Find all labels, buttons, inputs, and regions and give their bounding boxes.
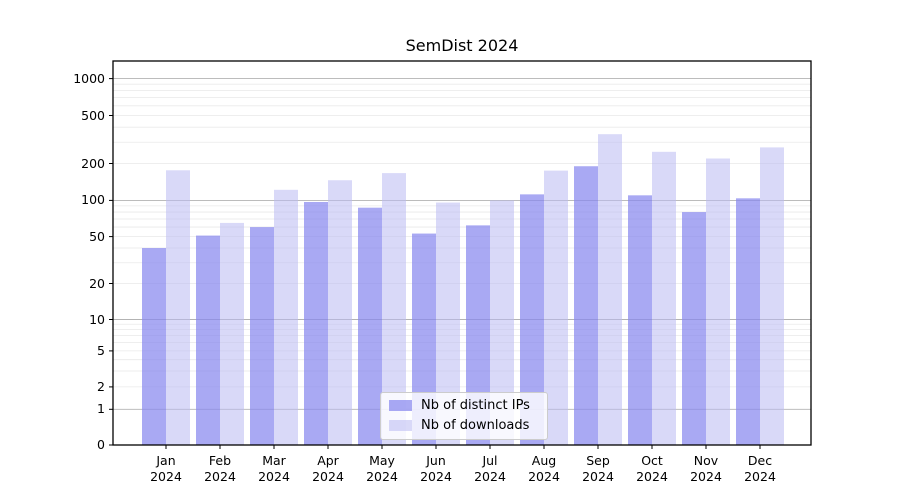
chart-title: SemDist 2024 <box>405 36 519 55</box>
legend-item-downloads: Nb of downloads <box>389 418 539 433</box>
legend-swatch-distinct-ips <box>389 400 412 411</box>
bar-distinct-ips-feb <box>196 235 220 445</box>
y-tick-label: 200 <box>81 155 105 171</box>
x-tick-label: Jan 2024 <box>150 453 182 484</box>
y-tick-label: 100 <box>81 192 105 208</box>
y-tick-label: 50 <box>89 228 105 244</box>
bar-downloads-feb <box>220 222 244 445</box>
bar-downloads-aug <box>544 170 568 446</box>
y-tick-label: 1000 <box>73 70 105 86</box>
plot-border <box>112 60 812 446</box>
bar-downloads-mar <box>274 189 298 445</box>
x-tick-label: Oct 2024 <box>636 453 668 484</box>
x-tick-label: Nov 2024 <box>690 453 722 484</box>
bar-downloads-apr <box>328 180 352 445</box>
y-tick-label: 10 <box>89 311 105 327</box>
bar-downloads-nov <box>706 158 730 445</box>
bar-downloads-dec <box>760 147 784 445</box>
bar-distinct-ips-oct <box>628 195 652 445</box>
bar-distinct-ips-sep <box>574 166 598 445</box>
legend-swatch-downloads <box>389 420 412 431</box>
bar-distinct-ips-may <box>358 207 382 445</box>
x-tick-label: Mar 2024 <box>258 453 290 484</box>
y-tick-label: 2 <box>97 378 105 394</box>
bar-distinct-ips-dec <box>736 198 760 445</box>
y-tick-label: 500 <box>81 107 105 123</box>
bar-downloads-sep <box>598 134 622 446</box>
bar-distinct-ips-apr <box>304 201 328 445</box>
legend-label-distinct-ips: Nb of distinct IPs <box>421 398 530 413</box>
x-tick-label: Jun 2024 <box>420 453 452 484</box>
y-tick-label: 1 <box>97 401 105 417</box>
y-tick-label: 5 <box>97 342 105 358</box>
x-tick-label: Aug 2024 <box>528 453 560 484</box>
x-tick-label: Jul 2024 <box>474 453 506 484</box>
bar-distinct-ips-nov <box>682 212 706 445</box>
bar-downloads-oct <box>652 151 676 445</box>
x-tick-label: Sep 2024 <box>582 453 614 484</box>
x-tick-label: Apr 2024 <box>312 453 344 484</box>
legend-item-distinct-ips: Nb of distinct IPs <box>389 398 539 413</box>
x-tick-label: Feb 2024 <box>204 453 236 484</box>
y-tick-label: 0 <box>97 437 105 452</box>
legend-label-downloads: Nb of downloads <box>421 418 530 433</box>
bar-downloads-jan <box>166 170 190 445</box>
bar-distinct-ips-mar <box>250 227 274 445</box>
y-tick-label: 20 <box>89 275 105 291</box>
legend: Nb of distinct IPs Nb of downloads <box>380 392 548 440</box>
bar-distinct-ips-jan <box>142 248 166 445</box>
x-tick-label: May 2024 <box>366 453 398 484</box>
x-tick-label: Dec 2024 <box>744 453 776 484</box>
